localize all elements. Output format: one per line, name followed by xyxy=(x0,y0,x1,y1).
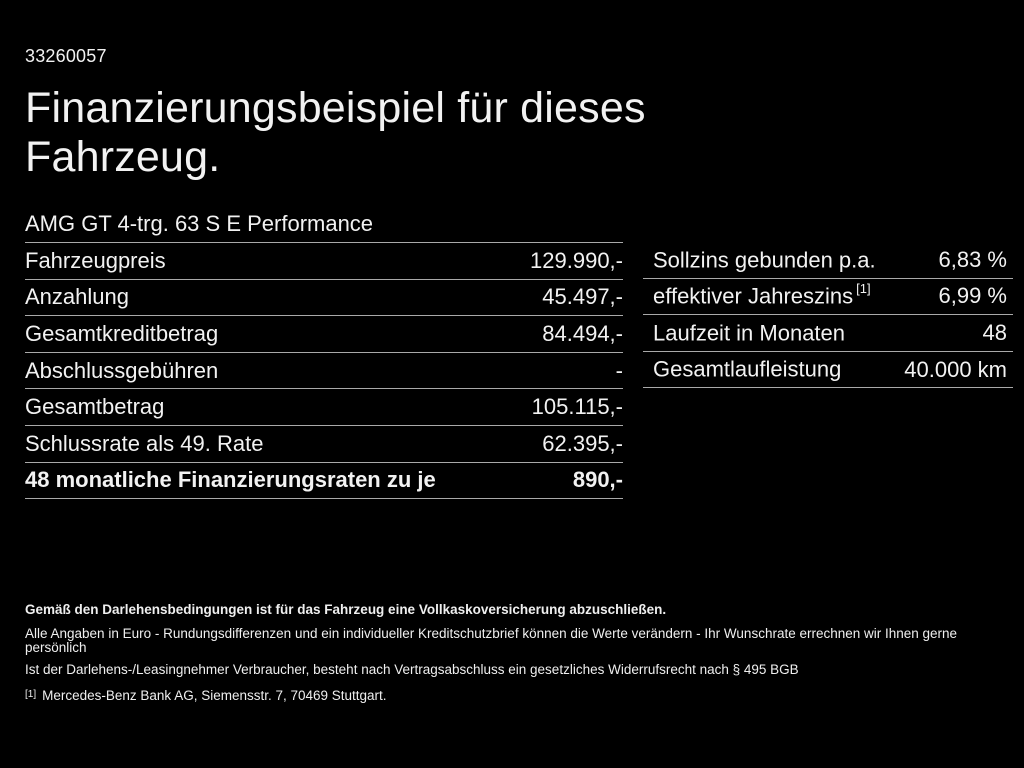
row-label: Gesamtlaufleistung xyxy=(653,356,842,382)
table-row-anzahlung: Anzahlung 45.497,- xyxy=(25,280,623,317)
conditions-table: Sollzins gebunden p.a. 6,83 % effektiver… xyxy=(643,242,1013,389)
row-value: 6,99 % xyxy=(938,283,1008,309)
row-value: 84.494,- xyxy=(542,320,623,346)
vehicle-model: AMG GT 4-trg. 63 S E Performance xyxy=(25,211,374,236)
page-title: Finanzierungsbeispiel für dieses Fahrzeu… xyxy=(25,84,646,182)
insurance-note: Gemäß den Darlehensbedingungen ist für d… xyxy=(25,602,667,617)
table-row-gesamtkreditbetrag: Gesamtkreditbetrag 84.494,- xyxy=(25,316,623,353)
table-row-laufzeit: Laufzeit in Monaten 48 xyxy=(643,315,1013,352)
table-row-sollzins: Sollzins gebunden p.a. 6,83 % xyxy=(643,242,1013,279)
row-label: Gesamtkreditbetrag xyxy=(25,320,219,346)
footnote-marker: [1] xyxy=(25,689,37,700)
row-value: 129.990,- xyxy=(530,247,623,273)
page-title-line1: Finanzierungsbeispiel für dieses xyxy=(25,84,646,132)
disclaimer-line2: Ist der Darlehens-/Leasingnehmer Verbrau… xyxy=(25,662,799,677)
row-value: 6,83 % xyxy=(938,246,1008,272)
finance-table: Fahrzeugpreis 129.990,- Anzahlung 45.497… xyxy=(25,242,623,500)
row-value: - xyxy=(615,357,623,383)
vehicle-id: 33260057 xyxy=(25,46,107,66)
footnote-ref: [1] xyxy=(856,281,871,297)
table-row-fahrzeugpreis: Fahrzeugpreis 129.990,- xyxy=(25,243,623,280)
footnote-text: Mercedes-Benz Bank AG, Siemensstr. 7, 70… xyxy=(42,688,387,703)
footnote: [1] Mercedes-Benz Bank AG, Siemensstr. 7,… xyxy=(25,689,1003,705)
row-label: Abschlussgebühren xyxy=(25,357,219,383)
disclaimer-line1: Alle Angaben in Euro - Rundungsdifferenz… xyxy=(25,626,958,655)
row-label: effektiver Jahreszins [1] xyxy=(653,281,871,309)
table-row-abschlussgebuehren: Abschlussgebühren - xyxy=(25,353,623,390)
table-row-schlussrate: Schlussrate als 49. Rate 62.395,- xyxy=(25,426,623,463)
row-label: 48 monatliche Finanzierungsraten zu je xyxy=(25,467,436,493)
row-label: Laufzeit in Monaten xyxy=(653,320,846,346)
table-row-gesamtbetrag: Gesamtbetrag 105.115,- xyxy=(25,389,623,426)
page-title-line2: Fahrzeug. xyxy=(25,133,221,181)
row-label: Gesamtbetrag xyxy=(25,394,165,420)
row-label: Sollzins gebunden p.a. xyxy=(653,246,876,272)
row-label: Fahrzeugpreis xyxy=(25,247,166,273)
row-value: 40.000 km xyxy=(904,356,1007,382)
row-value: 45.497,- xyxy=(542,284,623,310)
row-label: Anzahlung xyxy=(25,284,129,310)
legal-footer: Gemäß den Darlehensbedingungen ist für d… xyxy=(25,603,1003,705)
table-row-gesamtlaufleistung: Gesamtlaufleistung 40.000 km xyxy=(643,352,1013,389)
row-value: 62.395,- xyxy=(542,430,623,456)
table-row-monatsraten: 48 monatliche Finanzierungsraten zu je 8… xyxy=(25,463,623,500)
row-label: Schlussrate als 49. Rate xyxy=(25,430,264,456)
row-value: 48 xyxy=(982,319,1007,345)
row-value: 105.115,- xyxy=(531,394,623,420)
table-row-effektiver-jahreszins: effektiver Jahreszins [1] 6,99 % xyxy=(643,279,1013,316)
row-value: 890,- xyxy=(572,467,623,493)
